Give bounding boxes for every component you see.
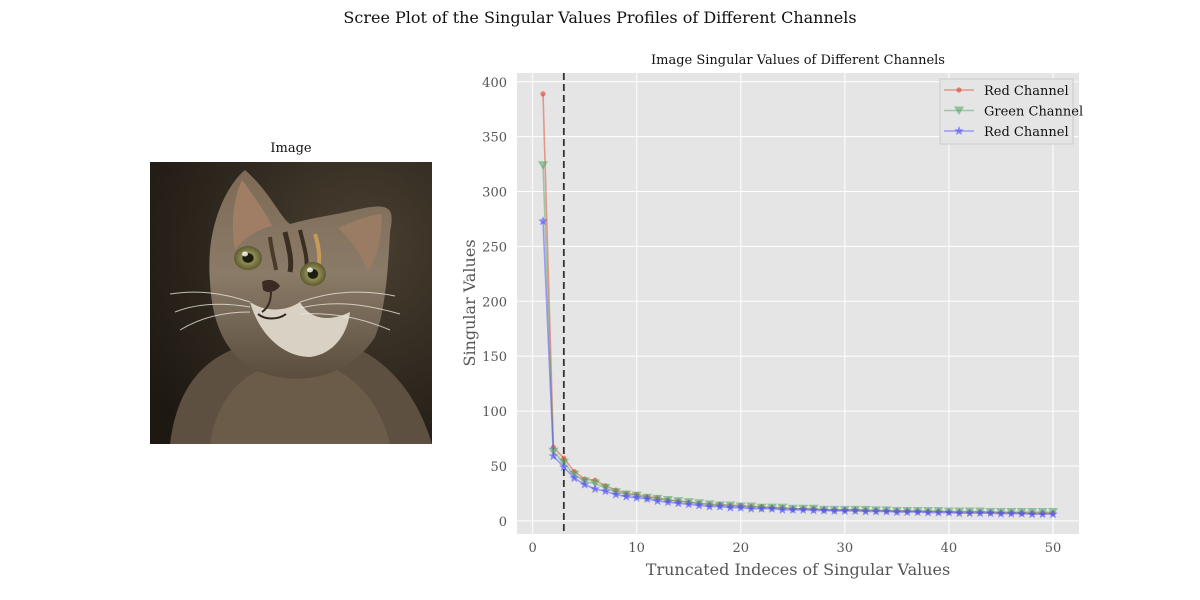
data-point (954, 106, 964, 115)
series-group (538, 91, 1058, 519)
data-point (892, 507, 902, 517)
data-point (956, 87, 962, 93)
data-point (767, 503, 777, 513)
plot-area (517, 73, 1079, 534)
data-point (819, 505, 829, 515)
data-point (788, 504, 798, 514)
data-point (569, 473, 579, 483)
data-point (621, 491, 632, 501)
y-tick-label: 100 (482, 405, 507, 420)
y-tick-label: 400 (482, 76, 507, 91)
data-point (673, 498, 684, 508)
data-point (1017, 508, 1027, 518)
image-panel-title: Image (270, 141, 312, 156)
data-point (975, 508, 985, 518)
chart-title: Image Singular Values of Different Chann… (651, 53, 945, 68)
data-point (652, 496, 663, 506)
x-tick-label: 30 (837, 541, 854, 556)
data-point (704, 501, 715, 511)
data-point (798, 504, 808, 514)
data-point (777, 504, 788, 514)
data-point (559, 462, 569, 472)
data-point (663, 497, 673, 507)
grid-lines (517, 73, 1079, 534)
data-point (881, 506, 892, 516)
data-point (538, 161, 549, 170)
data-point (579, 479, 590, 489)
y-tick-label: 0 (499, 515, 507, 530)
x-tick-label: 0 (528, 541, 536, 556)
x-axis-label: Truncated Indeces of Singular Values (646, 560, 950, 579)
data-point (996, 508, 1006, 518)
cat-photo-image (150, 162, 432, 444)
data-point (548, 451, 559, 461)
figure-title: Scree Plot of the Singular Values Profil… (343, 8, 857, 27)
data-point (746, 503, 756, 513)
series-3 (538, 216, 1058, 519)
legend-label: Red Channel (984, 84, 1069, 99)
data-point (611, 489, 621, 499)
data-point (590, 479, 601, 489)
data-point (736, 502, 746, 512)
axis-ticks: 0 10 20 30 40 50 0 50 100 150 200 250 300 350 400 (482, 76, 1061, 556)
data-point (600, 486, 611, 496)
legend-item: Green Channel (944, 105, 1083, 120)
data-point (933, 507, 944, 517)
legend-label: Red Channel (984, 125, 1069, 140)
data-point (642, 493, 652, 503)
data-point (590, 484, 600, 494)
y-tick-label: 350 (482, 131, 507, 146)
data-point (954, 508, 965, 518)
data-point (912, 507, 923, 517)
data-point (1037, 509, 1048, 519)
data-point (540, 91, 546, 97)
y-tick-label: 250 (482, 240, 507, 255)
y-tick-label: 50 (490, 460, 507, 475)
data-point (715, 501, 725, 511)
data-point (631, 492, 642, 502)
legend-label: Green Channel (984, 105, 1083, 120)
data-point (683, 499, 694, 509)
data-point (538, 216, 548, 226)
data-point (829, 505, 840, 515)
data-point (1027, 509, 1037, 519)
data-point (964, 508, 975, 518)
data-point (725, 502, 736, 512)
legend-item: Red Channel (944, 84, 1069, 99)
data-point (694, 500, 704, 510)
data-point (985, 508, 996, 518)
data-point (808, 505, 819, 515)
y-axis-label: Singular Values (460, 239, 479, 366)
data-point (1048, 509, 1058, 519)
data-point (944, 507, 954, 517)
data-point (1006, 508, 1017, 518)
legend: Red Channel Green Channel Red Channel (939, 78, 1083, 145)
x-tick-label: 20 (732, 541, 749, 556)
data-point (840, 505, 850, 515)
y-tick-label: 300 (482, 186, 507, 201)
y-tick-label: 200 (482, 295, 507, 310)
data-point (871, 506, 881, 516)
x-tick-label: 10 (628, 541, 645, 556)
data-point (860, 506, 871, 516)
data-point (902, 507, 913, 517)
data-point (850, 505, 860, 515)
y-tick-label: 150 (482, 350, 507, 365)
legend-item: Red Channel (944, 125, 1069, 140)
x-tick-label: 50 (1045, 541, 1062, 556)
data-point (954, 126, 964, 136)
data-point (756, 503, 767, 513)
data-point (923, 507, 933, 517)
x-tick-label: 40 (941, 541, 958, 556)
